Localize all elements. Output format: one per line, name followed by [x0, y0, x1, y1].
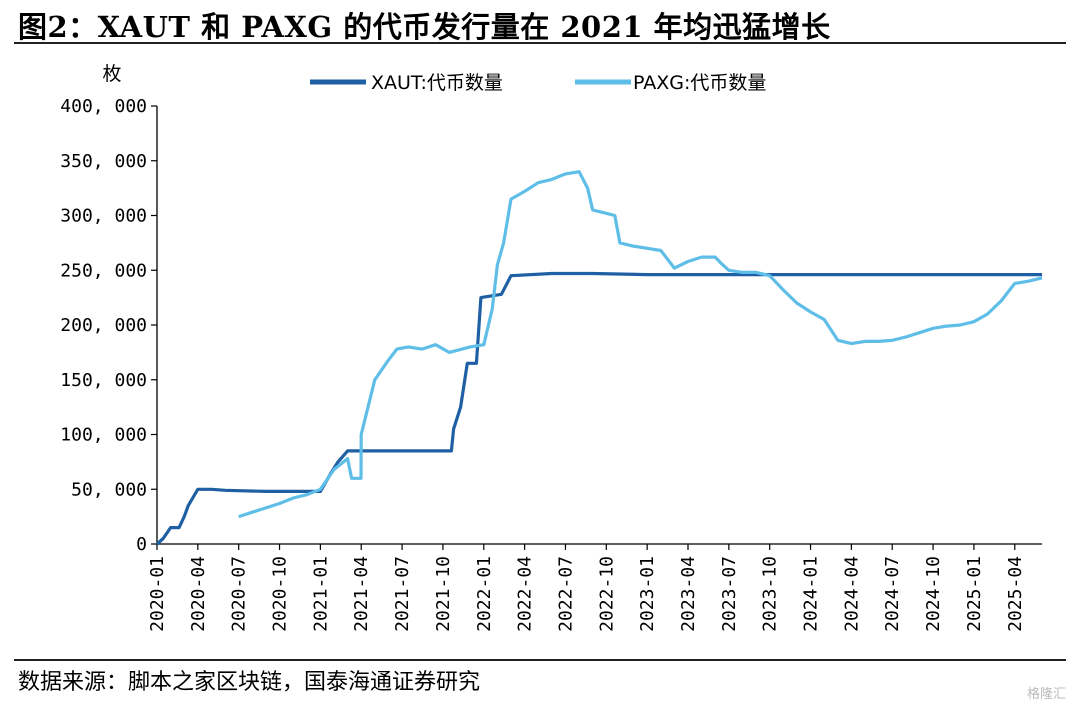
- axes: [156, 106, 1042, 545]
- source-divider: [14, 659, 1066, 661]
- legend-label-xaut: XAUT:代币数量: [371, 72, 503, 94]
- y-tick-label: 200, 000: [60, 315, 147, 336]
- y-tick-label: 250, 000: [60, 260, 147, 281]
- watermark: 格隆汇: [1026, 687, 1066, 702]
- x-tick-label: 2023-07: [719, 556, 740, 632]
- y-tick-label: 0: [136, 534, 147, 555]
- x-tick-label: 2020-07: [229, 556, 250, 632]
- x-tick-label: 2020-01: [147, 556, 168, 632]
- x-tick-label: 2025-01: [964, 556, 985, 632]
- y-tick-label: 350, 000: [60, 151, 147, 172]
- x-tick-label: 2021-04: [351, 556, 372, 632]
- x-tick-label: 2021-10: [433, 556, 454, 632]
- x-tick-label: 2023-10: [760, 556, 781, 632]
- x-tick-label: 2024-01: [801, 556, 822, 632]
- x-tick-label: 2024-10: [923, 556, 944, 632]
- x-tick-label: 2022-10: [596, 556, 617, 632]
- series-line-paxg: [238, 170, 1043, 519]
- series-lines: [155, 170, 1043, 546]
- x-tick-label: 2022-07: [555, 556, 576, 632]
- y-axis-unit-label: 枚: [102, 63, 121, 85]
- x-tick-label: 2021-01: [310, 556, 331, 632]
- y-tick-label: 50, 000: [71, 479, 147, 500]
- x-tick-label: 2024-04: [841, 556, 862, 632]
- y-tick-label: 150, 000: [60, 370, 147, 391]
- series-line-xaut: [155, 271, 1042, 546]
- x-tick-label: 2025-04: [1005, 556, 1026, 632]
- data-source-note: 数据来源：脚本之家区块链，国泰海通证券研究: [18, 670, 481, 695]
- x-tick-label: 2023-01: [637, 556, 658, 632]
- legend-label-paxg: PAXG:代币数量: [633, 72, 766, 94]
- chart-title: 图2：XAUT 和 PAXG 的代币发行量在 2021 年均迅猛增长: [18, 10, 831, 44]
- line-chart: XAUT:代币数量 PAXG:代币数量 枚 0 50, 000 100, 000 150…: [60, 63, 1043, 632]
- legend: XAUT:代币数量 PAXG:代币数量: [310, 72, 766, 94]
- x-tick-label: 2023-04: [678, 556, 699, 632]
- x-tick-label: 2020-10: [270, 556, 291, 632]
- y-tick-label: 100, 000: [60, 425, 147, 446]
- x-tick-label: 2020-04: [188, 556, 209, 632]
- title-divider: [14, 42, 1066, 44]
- y-tick-label: 400, 000: [60, 96, 147, 117]
- x-tick-label: 2024-07: [882, 556, 903, 632]
- x-axis-ticks: 2020-01 2020-04 2020-07 2020-10 2021-01 2021-…: [147, 544, 1026, 632]
- x-tick-label: 2021-07: [392, 556, 413, 632]
- x-tick-label: 2022-01: [474, 556, 495, 632]
- y-tick-label: 300, 000: [60, 206, 147, 227]
- y-axis-ticks: 0 50, 000 100, 000 150, 000 200, 000 250, 000…: [60, 96, 157, 555]
- x-tick-label: 2022-04: [515, 556, 536, 632]
